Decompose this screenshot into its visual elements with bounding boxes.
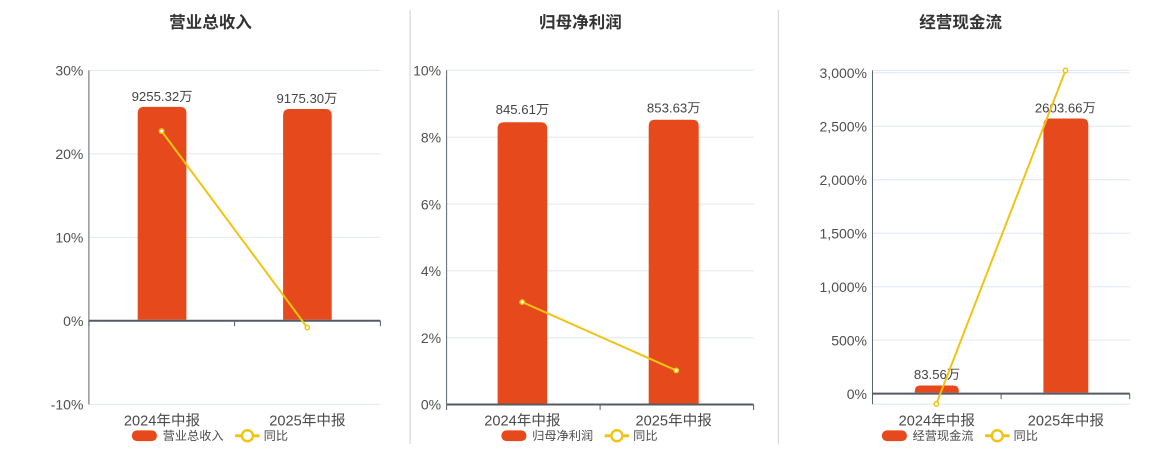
svg-text:2025: 2025 [269,413,301,429]
svg-text:4%: 4% [421,263,441,279]
svg-text:1,500%: 1,500% [820,225,867,241]
svg-text:2025: 2025 [636,413,668,429]
svg-text:-10%: -10% [51,397,84,413]
svg-text:20%: 20% [55,146,83,162]
svg-text:9175.30: 9175.30 [276,91,324,106]
svg-text:500%: 500% [831,332,867,348]
svg-text:845.61: 845.61 [496,102,536,117]
svg-text:0%: 0% [63,313,83,329]
svg-text:2024: 2024 [484,413,516,429]
svg-text:10%: 10% [413,63,441,79]
svg-text:2024: 2024 [124,413,156,429]
svg-text:2%: 2% [421,330,441,346]
svg-text:2024: 2024 [899,413,931,429]
svg-text:853.63: 853.63 [647,100,687,115]
svg-text:30%: 30% [55,63,83,79]
svg-text:0%: 0% [421,397,441,413]
svg-text:0%: 0% [847,386,867,402]
svg-text:10%: 10% [55,230,83,246]
svg-text:2025: 2025 [1028,413,1060,429]
svg-text:6%: 6% [421,196,441,212]
svg-text:2,000%: 2,000% [820,172,867,188]
svg-text:2603.66: 2603.66 [1035,100,1083,115]
svg-text:3,000%: 3,000% [820,65,867,81]
svg-text:1,000%: 1,000% [820,279,867,295]
svg-text:83.56: 83.56 [914,367,947,382]
svg-text:8%: 8% [421,129,441,145]
svg-text:2,500%: 2,500% [820,118,867,134]
svg-text:9255.32: 9255.32 [132,89,180,104]
